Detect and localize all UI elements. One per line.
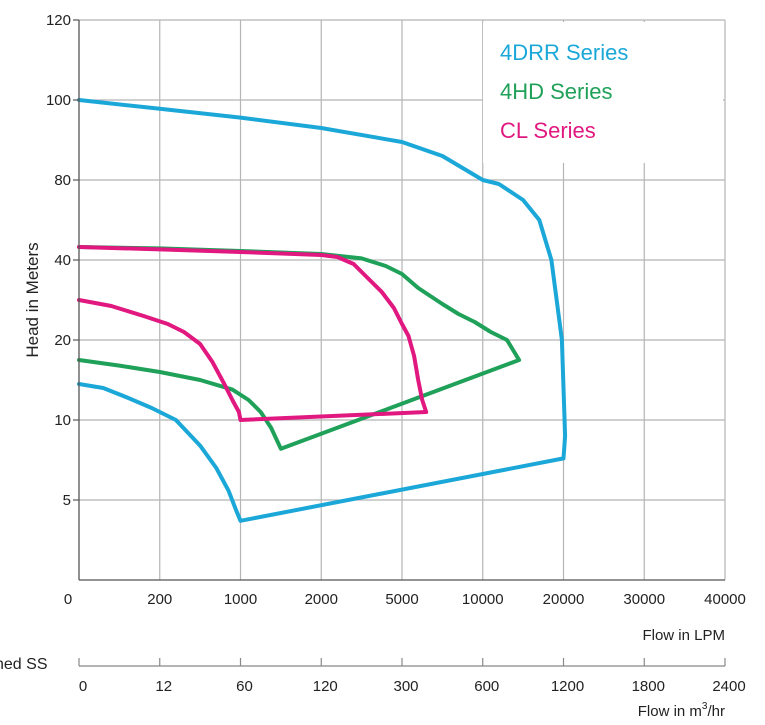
x-tick-label: 30000 xyxy=(623,591,665,608)
series-line xyxy=(77,245,429,422)
x2-tick-label: 12 xyxy=(155,678,172,695)
cut-off-label: ned SS xyxy=(0,656,47,673)
y-tick-label: 120 xyxy=(46,12,71,29)
x-tick-label: 10000 xyxy=(462,591,504,608)
legend-entry: 4HD Series xyxy=(500,79,612,104)
x2-tick-label: 120 xyxy=(313,678,338,695)
x2-tick-label: 1200 xyxy=(551,678,584,695)
y-tick-label: 5 xyxy=(63,492,71,509)
x2-tick-label: 300 xyxy=(393,678,418,695)
x-tick-label: 200 xyxy=(147,591,172,608)
x2-tick-label: 0 xyxy=(79,678,87,695)
x2-axis-label: Flow in m3/hr xyxy=(638,701,725,720)
x-tick-label: 5000 xyxy=(385,591,418,608)
series-line xyxy=(77,245,522,451)
x-tick-label: 1000 xyxy=(224,591,257,608)
y-tick-label: 80 xyxy=(54,172,71,189)
x2-tick-label: 2400 xyxy=(712,678,745,695)
x2-tick-label: 1800 xyxy=(632,678,665,695)
x-axis-label: Flow in LPM xyxy=(642,627,725,644)
x2-tick-label: 600 xyxy=(474,678,499,695)
x-tick-label: 2000 xyxy=(305,591,338,608)
legend-entry: CL Series xyxy=(500,118,596,143)
y-tick-label: 100 xyxy=(46,92,71,109)
x2-tick-label: 60 xyxy=(236,678,253,695)
x-tick-label: 0 xyxy=(64,591,72,608)
y-tick-label: 20 xyxy=(54,332,71,349)
x-tick-label: 20000 xyxy=(543,591,585,608)
y-tick-label: 40 xyxy=(54,252,71,269)
x-tick-label: 40000 xyxy=(704,591,746,608)
y-axis-label: Head in Meters xyxy=(23,242,42,357)
series-layer xyxy=(77,98,568,523)
legend-background xyxy=(483,22,723,163)
series-line xyxy=(77,98,568,523)
y-tick-label: 10 xyxy=(54,412,71,429)
legend-entry: 4DRR Series xyxy=(500,40,628,65)
legend: 4DRR Series 4HD Series CL Series xyxy=(483,22,723,163)
